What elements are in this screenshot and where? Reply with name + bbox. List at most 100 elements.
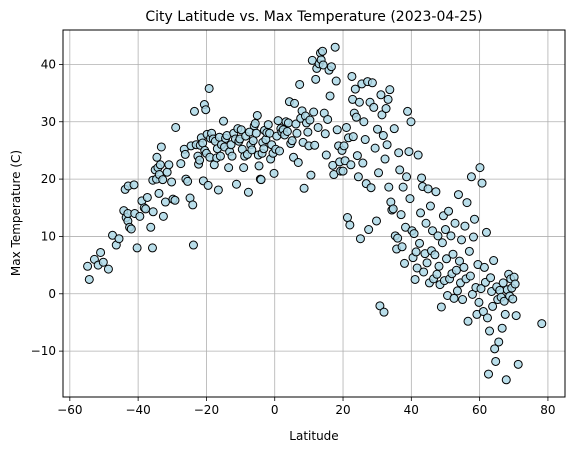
data-point xyxy=(454,256,464,266)
data-point xyxy=(323,114,333,124)
data-point xyxy=(376,90,386,100)
y-tick-label: 30 xyxy=(41,115,56,129)
data-point xyxy=(338,166,348,176)
data-point xyxy=(254,161,264,171)
data-point xyxy=(164,160,174,170)
data-point xyxy=(231,179,241,189)
data-point xyxy=(388,204,398,214)
data-point xyxy=(494,337,504,347)
data-point xyxy=(404,147,414,157)
data-point xyxy=(126,224,136,234)
data-point xyxy=(397,242,407,252)
x-tick-label: −20 xyxy=(194,403,219,417)
data-point xyxy=(446,231,456,241)
data-point xyxy=(227,151,237,161)
data-point xyxy=(326,62,336,72)
data-point xyxy=(273,116,283,126)
data-point xyxy=(352,151,362,161)
data-point xyxy=(465,271,475,281)
data-point xyxy=(354,97,364,107)
data-point xyxy=(350,84,360,94)
data-point xyxy=(132,243,142,253)
data-point xyxy=(295,79,305,89)
data-point xyxy=(345,220,355,230)
data-point xyxy=(348,132,358,142)
data-point xyxy=(83,261,93,271)
data-point xyxy=(147,243,157,253)
data-point xyxy=(458,295,468,305)
data-point xyxy=(311,74,321,84)
data-point xyxy=(410,274,420,284)
data-point xyxy=(171,122,181,132)
y-axis-label: Max Temperature (C) xyxy=(9,150,23,276)
data-point xyxy=(444,206,454,216)
data-point xyxy=(462,198,472,208)
data-point xyxy=(510,279,520,289)
data-point xyxy=(403,106,413,116)
data-point xyxy=(421,218,431,228)
data-point xyxy=(330,42,340,52)
y-tick-label: −10 xyxy=(31,344,56,358)
data-point xyxy=(479,262,489,272)
data-points xyxy=(83,42,547,385)
data-point xyxy=(366,183,376,193)
data-point xyxy=(321,150,331,160)
y-tick-label: 0 xyxy=(48,287,56,301)
data-point xyxy=(499,296,509,306)
y-tick-label: 20 xyxy=(41,172,56,186)
data-point xyxy=(287,136,297,146)
data-point xyxy=(379,307,389,317)
data-point xyxy=(399,258,409,268)
data-point xyxy=(318,60,328,70)
data-point xyxy=(275,146,285,156)
data-point xyxy=(370,143,380,153)
data-point xyxy=(96,247,106,257)
data-point xyxy=(463,316,473,326)
data-point xyxy=(409,229,419,239)
data-point xyxy=(422,258,432,268)
data-point xyxy=(434,261,444,271)
data-point xyxy=(148,207,158,217)
data-point xyxy=(152,152,162,162)
data-point xyxy=(158,175,168,185)
data-point xyxy=(291,119,301,129)
data-point xyxy=(141,204,151,214)
data-point xyxy=(440,225,450,235)
data-point xyxy=(412,263,422,273)
data-point xyxy=(383,94,393,104)
data-point xyxy=(339,141,349,151)
x-tick-label: 60 xyxy=(472,403,487,417)
data-point xyxy=(346,160,356,170)
data-point xyxy=(490,344,500,354)
data-point xyxy=(396,210,406,220)
y-axis-ticks: −10 0 10 20 30 40 xyxy=(31,57,63,358)
data-point xyxy=(442,254,452,264)
data-point xyxy=(382,140,392,150)
data-point xyxy=(84,274,94,284)
data-point xyxy=(436,302,446,312)
data-point xyxy=(247,145,257,155)
y-tick-label: 40 xyxy=(41,57,56,71)
data-point xyxy=(332,125,342,135)
data-point xyxy=(453,190,463,200)
data-point xyxy=(219,116,229,126)
data-point xyxy=(398,182,408,192)
data-point xyxy=(248,136,258,146)
data-point xyxy=(239,163,249,173)
data-point xyxy=(263,120,273,130)
data-point xyxy=(369,102,379,112)
data-point xyxy=(373,124,383,134)
data-point xyxy=(306,170,316,180)
data-point xyxy=(283,118,293,128)
data-point xyxy=(501,375,511,385)
data-point xyxy=(416,208,426,218)
data-point xyxy=(310,140,320,150)
data-point xyxy=(367,78,377,88)
data-point xyxy=(359,117,369,127)
x-axis-ticks: −60 −40 −20 0 20 40 60 80 xyxy=(57,397,556,417)
data-point xyxy=(419,267,429,277)
x-tick-label: 80 xyxy=(540,403,555,417)
data-point xyxy=(377,110,387,120)
data-point xyxy=(162,167,172,177)
data-point xyxy=(252,110,262,120)
